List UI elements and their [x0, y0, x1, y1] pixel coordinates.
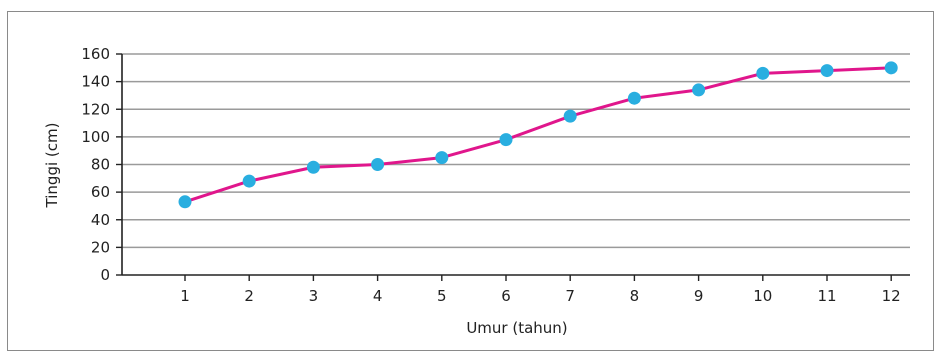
x-tick-label: 5	[437, 287, 447, 305]
chart-frame	[7, 11, 934, 351]
x-tick-label: 6	[501, 287, 511, 305]
data-point	[692, 83, 706, 97]
x-tick-label: 8	[630, 287, 640, 305]
y-tick-label: 140	[81, 73, 110, 91]
x-tick-label: 10	[753, 287, 772, 305]
data-point	[499, 133, 513, 147]
data-point	[820, 64, 834, 78]
data-point	[306, 160, 320, 174]
data-point	[435, 151, 449, 165]
data-point	[627, 91, 641, 105]
x-axis-label: Umur (tahun)	[466, 319, 567, 337]
data-point	[756, 66, 770, 80]
axes	[116, 53, 910, 281]
x-tick-label: 3	[309, 287, 319, 305]
y-tick-label: 160	[81, 45, 110, 63]
series-line	[184, 66, 892, 204]
x-tick-label: 11	[817, 287, 836, 305]
series-layer	[178, 61, 898, 209]
y-tick-labels: 0 20 40 60 80 100 120 140 160	[81, 45, 110, 284]
y-tick-label: 100	[81, 128, 110, 146]
x-tick-label: 12	[882, 287, 901, 305]
x-tick-label: 1	[180, 287, 190, 305]
x-tick-labels: 1 2 3 4 5 6 7 8 9 10 11 12	[180, 287, 901, 305]
data-point	[242, 174, 256, 188]
data-point	[884, 61, 898, 75]
x-tick-label: 7	[565, 287, 575, 305]
data-point	[178, 195, 192, 209]
data-point	[371, 158, 385, 171]
y-tick-label: 40	[91, 211, 110, 229]
x-tick-label: 4	[373, 287, 383, 305]
data-point	[563, 109, 577, 123]
x-tick-label: 9	[694, 287, 704, 305]
y-tick-label: 80	[91, 156, 110, 174]
y-tick-label: 60	[91, 183, 110, 201]
gridlines	[122, 53, 910, 249]
x-tick-label: 2	[244, 287, 254, 305]
y-tick-label: 20	[91, 238, 110, 256]
y-tick-label: 120	[81, 100, 110, 118]
y-tick-label: 0	[100, 266, 110, 284]
y-axis-label: Tinggi (cm)	[43, 123, 61, 209]
